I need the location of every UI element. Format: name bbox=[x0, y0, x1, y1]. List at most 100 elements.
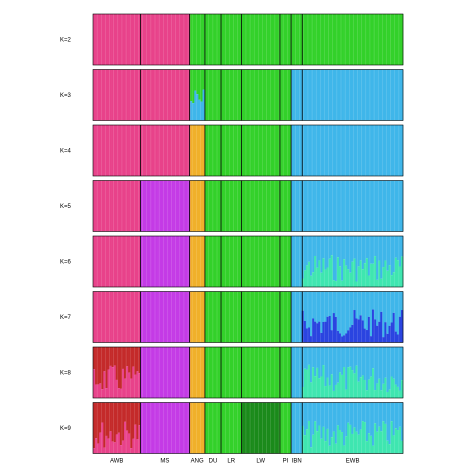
admixture-bar bbox=[119, 236, 123, 287]
admixture-bar bbox=[155, 69, 158, 121]
admixture-bar bbox=[396, 334, 400, 343]
admixture-bar bbox=[210, 14, 214, 65]
admixture-bar bbox=[324, 236, 327, 270]
admixture-bar bbox=[233, 291, 236, 343]
admixture-bar bbox=[312, 434, 315, 454]
admixture-bar bbox=[289, 236, 292, 287]
admixture-bar bbox=[212, 236, 216, 287]
admixture-bar bbox=[301, 425, 305, 454]
admixture-bar bbox=[357, 266, 360, 287]
admixture-bar bbox=[231, 347, 234, 398]
admixture-bar bbox=[320, 14, 323, 65]
admixture-bar bbox=[159, 69, 162, 121]
admixture-bar bbox=[347, 269, 350, 287]
admixture-bar bbox=[384, 69, 387, 121]
admixture-bar bbox=[219, 14, 222, 65]
admixture-bar bbox=[146, 236, 150, 287]
admixture-bar bbox=[299, 69, 303, 121]
admixture-bar bbox=[109, 365, 112, 398]
admixture-bar bbox=[262, 14, 265, 65]
admixture-bar bbox=[295, 402, 298, 454]
admixture-bar bbox=[181, 14, 185, 65]
admixture-bar bbox=[107, 347, 110, 370]
admixture-bar bbox=[293, 402, 296, 454]
admixture-bar bbox=[101, 291, 104, 343]
admixture-bar bbox=[136, 371, 139, 398]
admixture-bar bbox=[324, 269, 327, 287]
admixture-bar bbox=[200, 125, 203, 176]
admixture-bar bbox=[380, 180, 383, 232]
admixture-bar bbox=[287, 347, 290, 398]
admixture-bar bbox=[161, 347, 164, 398]
admixture-bar bbox=[190, 69, 193, 102]
admixture-bar bbox=[161, 180, 164, 232]
admixture-bar bbox=[150, 347, 154, 398]
admixture-bar bbox=[322, 426, 325, 454]
admixture-bar bbox=[400, 256, 404, 287]
admixture-bar bbox=[314, 236, 317, 256]
admixture-bar bbox=[107, 369, 110, 398]
admixture-bar bbox=[314, 125, 317, 176]
admixture-bar bbox=[378, 347, 381, 379]
admixture-bar bbox=[142, 14, 145, 65]
admixture-bar bbox=[167, 347, 170, 398]
admixture-bar bbox=[314, 421, 317, 454]
admixture-bar bbox=[181, 125, 185, 176]
admixture-bar bbox=[221, 347, 224, 398]
admixture-bar bbox=[109, 69, 112, 121]
admixture-bar bbox=[357, 347, 360, 382]
admixture-bar bbox=[378, 378, 381, 398]
admixture-bar bbox=[303, 347, 307, 369]
admixture-bar bbox=[291, 14, 294, 65]
admixture-bar bbox=[241, 347, 245, 398]
admixture-bar bbox=[326, 428, 329, 454]
admixture-bar bbox=[382, 347, 385, 384]
admixture-bar bbox=[210, 236, 214, 287]
admixture-bar bbox=[305, 429, 309, 454]
admixture-bar bbox=[392, 236, 396, 273]
admixture-bar bbox=[316, 267, 319, 287]
admixture-bar bbox=[227, 14, 230, 65]
admixture-bar bbox=[299, 125, 303, 176]
admixture-bar bbox=[239, 236, 243, 287]
admixture-bar bbox=[388, 125, 391, 176]
admixture-bar bbox=[388, 180, 391, 232]
admixture-bar bbox=[126, 14, 129, 65]
admixture-bar bbox=[165, 402, 168, 454]
admixture-bar bbox=[307, 402, 311, 421]
admixture-bar bbox=[113, 125, 117, 176]
admixture-bar bbox=[372, 291, 375, 310]
admixture-bar bbox=[376, 236, 379, 280]
admixture-bar bbox=[396, 180, 400, 232]
admixture-bar bbox=[380, 431, 383, 454]
admixture-bar bbox=[206, 291, 210, 343]
admixture-bar bbox=[144, 347, 148, 398]
admixture-bar bbox=[394, 14, 398, 65]
admixture-bar bbox=[359, 260, 362, 287]
admixture-bar bbox=[264, 14, 267, 65]
admixture-bar bbox=[254, 125, 257, 176]
admixture-bar bbox=[99, 383, 102, 398]
admixture-bar bbox=[235, 291, 238, 343]
admixture-bar bbox=[113, 14, 117, 65]
admixture-bar bbox=[305, 14, 309, 65]
admixture-bar bbox=[394, 402, 398, 429]
admixture-bar bbox=[113, 291, 117, 343]
admixture-bar bbox=[126, 430, 129, 454]
admixture-bar bbox=[336, 14, 340, 65]
admixture-bar bbox=[105, 125, 108, 176]
admixture-bar bbox=[115, 236, 119, 287]
admixture-bar bbox=[239, 14, 243, 65]
population-label: LW bbox=[256, 459, 265, 465]
admixture-bar bbox=[316, 323, 319, 343]
admixture-bar bbox=[320, 272, 323, 287]
admixture-bar bbox=[343, 125, 346, 176]
admixture-bar bbox=[140, 180, 143, 232]
admixture-bar bbox=[206, 14, 210, 65]
admixture-bar bbox=[351, 402, 354, 434]
admixture-bar bbox=[161, 236, 164, 287]
admixture-bar bbox=[336, 382, 340, 398]
admixture-bar bbox=[297, 347, 300, 398]
admixture-bar bbox=[179, 291, 183, 343]
admixture-bar bbox=[355, 402, 358, 432]
